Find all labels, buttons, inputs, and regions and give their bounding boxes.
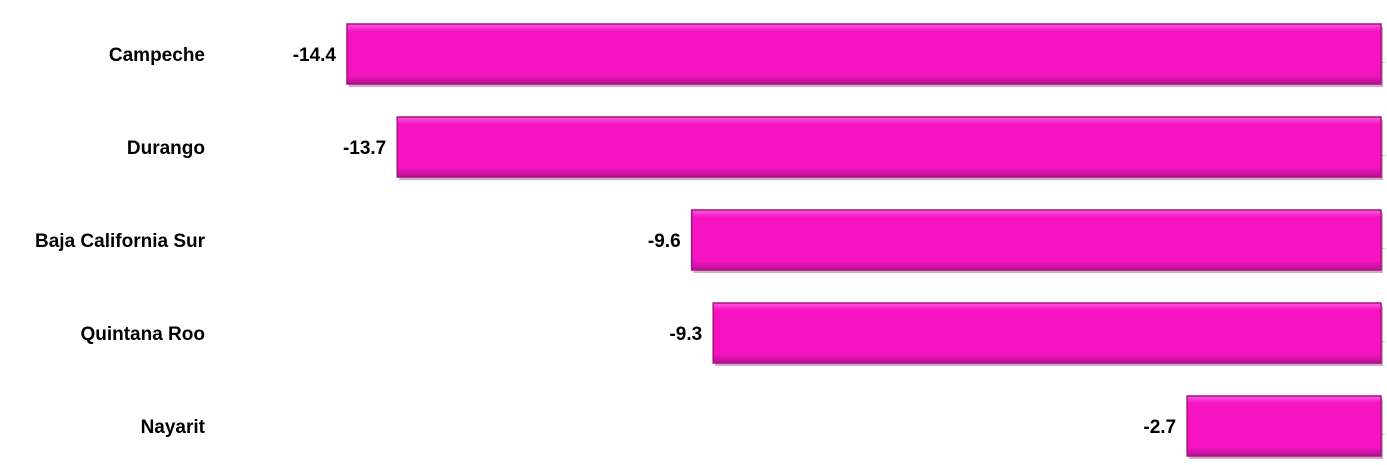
category-label-campeche: Campeche (109, 45, 205, 66)
value-label-campeche: -14.4 (293, 45, 337, 66)
bar-nayarit (1186, 395, 1382, 457)
value-labels: -14.4 -13.7 -9.6 -9.3 -2.7 (293, 45, 1176, 438)
value-label-baja-california-sur: -9.6 (648, 231, 681, 252)
category-label-quintana-roo: Quintana Roo (80, 324, 205, 345)
category-label-durango: Durango (127, 138, 205, 159)
value-label-quintana-roo: -9.3 (669, 324, 702, 345)
category-label-nayarit: Nayarit (141, 417, 206, 438)
value-label-nayarit: -2.7 (1143, 417, 1176, 438)
bars-group (346, 23, 1383, 459)
value-axis-ticks (1381, 62, 1386, 435)
value-label-durango: -13.7 (343, 138, 386, 159)
bar-quintana-roo (712, 302, 1382, 364)
category-labels: Campeche Durango Baja California Sur Quinta… (35, 45, 206, 438)
bar-baja-california-sur (690, 209, 1382, 271)
bar-durango (396, 116, 1382, 178)
bar-campeche (346, 23, 1382, 85)
category-label-baja-california-sur: Baja California Sur (35, 231, 206, 252)
